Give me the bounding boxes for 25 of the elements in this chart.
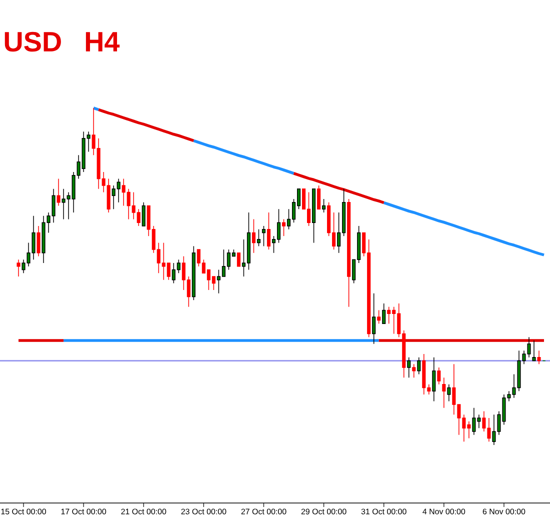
candlestick <box>377 310 381 324</box>
candlestick <box>437 367 441 385</box>
candlestick <box>417 357 421 375</box>
candlestick <box>282 218 286 236</box>
candlestick <box>432 357 436 402</box>
candlestick <box>56 178 60 206</box>
candlestick <box>382 303 386 324</box>
candlestick <box>317 185 321 210</box>
candlestick <box>16 259 20 277</box>
candlestick <box>36 226 40 257</box>
candlestick <box>252 218 256 254</box>
candlestick <box>236 252 240 267</box>
candlestick <box>532 340 536 362</box>
candlestick <box>322 198 326 213</box>
candlestick <box>412 364 416 378</box>
candlestick <box>537 350 541 364</box>
candlestick <box>142 202 146 226</box>
candlestick <box>266 212 271 250</box>
candlestick <box>256 228 261 247</box>
candlestick <box>407 357 411 378</box>
chart-title: USD H4 <box>4 32 120 52</box>
candlestick <box>442 377 446 408</box>
candlestick <box>262 226 266 247</box>
candlestick <box>372 292 376 344</box>
candlestick <box>447 384 451 402</box>
